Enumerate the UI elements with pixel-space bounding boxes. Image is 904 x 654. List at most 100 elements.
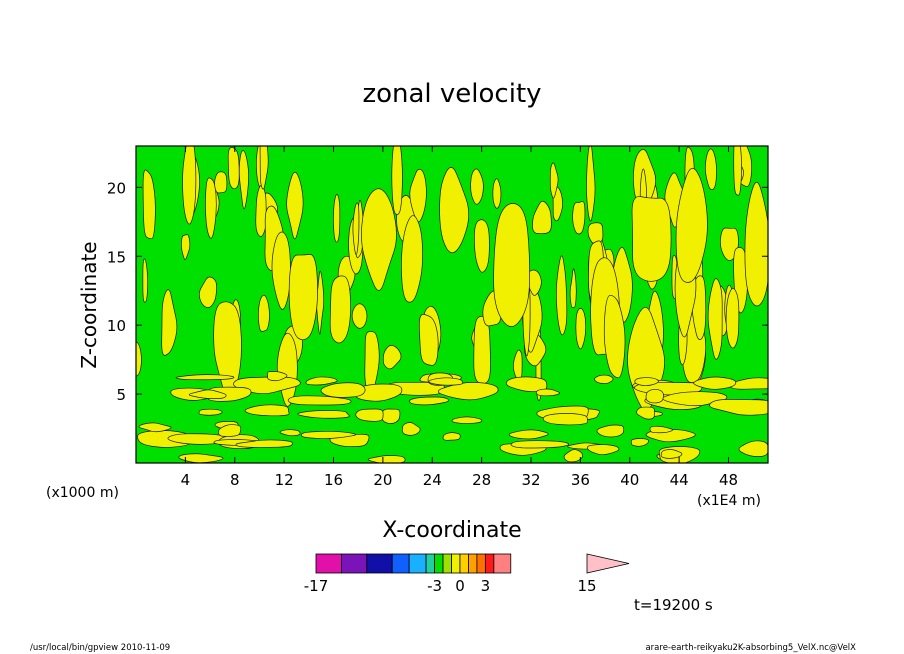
positive-region [451, 416, 483, 424]
positive-region [213, 301, 242, 398]
x-tick-label: 32 [521, 471, 540, 489]
colorbar-label: -3 [427, 577, 442, 595]
positive-region [630, 438, 649, 447]
positive-region [704, 148, 717, 191]
positive-region [227, 147, 240, 190]
footer-left: /usr/local/bin/gpview 2010-11-09 [30, 643, 170, 653]
positive-region [391, 146, 403, 215]
positive-region [709, 399, 768, 416]
positive-region [244, 404, 290, 417]
x-tick-label: 28 [472, 471, 491, 489]
positive-region [305, 376, 338, 386]
y-tick-label: 15 [107, 248, 126, 266]
positive-region [645, 388, 664, 404]
positive-region [409, 396, 449, 406]
colorbar-segment [442, 553, 452, 574]
positive-region [649, 425, 674, 434]
x-unit-right: (x1E4 m) [697, 493, 761, 509]
positive-region [238, 150, 249, 210]
x-tick-label: 40 [620, 471, 639, 489]
positive-region [355, 408, 384, 422]
colorbar-segment [425, 553, 435, 574]
x-unit-left: (x1000 m) [46, 485, 119, 501]
positive-region [586, 444, 620, 456]
colorbar-label: 0 [455, 577, 465, 595]
positive-region [288, 254, 318, 341]
positive-region [707, 278, 723, 360]
y-tick-label: 5 [116, 386, 126, 404]
colorbar-segment [391, 553, 410, 574]
positive-region [428, 377, 463, 386]
positive-region [136, 341, 142, 377]
positive-region [364, 331, 380, 395]
time-label: t=19200 s [634, 596, 713, 614]
positive-region [205, 177, 217, 239]
chart-title: zonal velocity [362, 79, 541, 109]
positive-region [352, 202, 360, 255]
positive-region [259, 146, 269, 190]
positive-region [738, 440, 768, 457]
positive-region [596, 424, 625, 438]
positive-region [587, 222, 604, 246]
x-tick-label: 36 [571, 471, 590, 489]
positive-region [492, 178, 502, 209]
x-tick-label: 4 [181, 471, 191, 489]
positive-region [286, 171, 304, 240]
positive-region [473, 315, 491, 385]
positive-region [693, 376, 737, 390]
positive-region [300, 430, 356, 439]
positive-region [725, 288, 740, 349]
positive-region [382, 345, 402, 370]
colorbar [315, 553, 630, 574]
positive-region [508, 429, 549, 440]
positive-region [188, 389, 227, 399]
positive-region [182, 146, 197, 225]
positive-region [603, 294, 626, 379]
colorbar-segment [484, 553, 495, 574]
x-tick-label: 8 [230, 471, 240, 489]
positive-region [733, 146, 742, 196]
positive-region [660, 449, 683, 459]
colorbar-segment [459, 553, 469, 574]
positive-region [532, 200, 552, 235]
positive-region [361, 188, 397, 291]
positive-region [513, 349, 523, 380]
y-tick-label: 10 [107, 317, 126, 335]
colorbar-segment [341, 553, 368, 574]
positive-region [556, 255, 568, 336]
positive-region [198, 276, 217, 308]
colorbar-segment [493, 553, 512, 574]
positive-region [634, 377, 659, 386]
positive-region [380, 408, 401, 424]
positive-region [442, 432, 461, 441]
positive-region [316, 270, 325, 335]
colorbar-label: 15 [577, 577, 596, 595]
y-ticks: 5 10 15 20 [107, 179, 768, 404]
x-tick-label: 20 [373, 471, 392, 489]
x-tick-label: 12 [275, 471, 294, 489]
positive-region [267, 371, 288, 382]
positive-region [535, 388, 561, 397]
colorbar-labels: -17 -3 0 3 15 [304, 577, 597, 595]
positive-region [367, 455, 406, 463]
positive-region [552, 186, 563, 222]
positive-region [198, 408, 223, 416]
colorbar-segment [468, 553, 478, 574]
positive-region [572, 201, 586, 235]
colorbar-segment [315, 553, 342, 574]
x-ticks: 4 8 12 16 20 24 28 32 36 40 44 48 [181, 146, 738, 489]
colorbar-label: 3 [481, 577, 491, 595]
positive-region [474, 219, 490, 273]
positive-region [333, 194, 341, 243]
x-tick-label: 48 [719, 471, 738, 489]
y-axis-label: Z-coordinate [77, 241, 101, 368]
x-tick-label: 16 [324, 471, 343, 489]
positive-region [439, 167, 470, 254]
positive-region [409, 168, 427, 223]
y-tick-label: 20 [107, 179, 126, 197]
colorbar-segment [366, 553, 393, 574]
colorbar-segment [434, 553, 444, 574]
colorbar-segment [408, 553, 427, 574]
